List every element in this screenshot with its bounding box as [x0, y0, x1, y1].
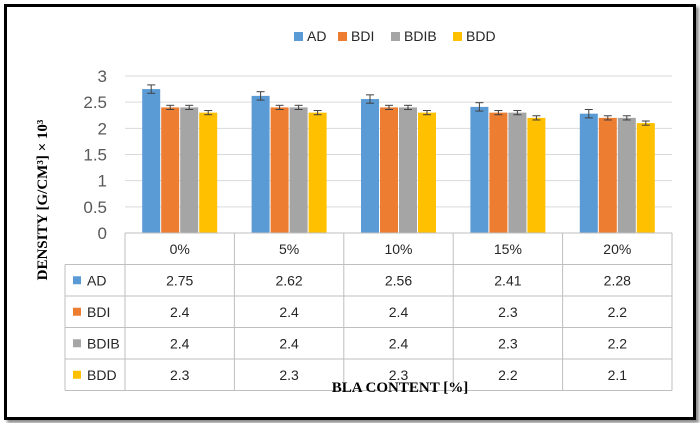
- error-bar: [513, 110, 522, 116]
- error-bar: [404, 104, 412, 110]
- error-bar: [313, 110, 322, 116]
- bar-bdib: [289, 107, 308, 233]
- bar-bdib: [617, 117, 636, 233]
- legend-label: AD: [307, 28, 326, 44]
- bar-bdd: [527, 117, 546, 233]
- bars: [142, 84, 655, 234]
- table-cell-value: 2.2: [608, 304, 628, 320]
- table-cell-value: 2.3: [389, 367, 409, 383]
- table-cell-value: 2.3: [170, 367, 190, 383]
- error-bar: [204, 110, 213, 116]
- error-bar: [385, 104, 393, 110]
- table-legend-key: [73, 339, 81, 348]
- data-table: 0% 5% 10% 15% 20% AD 2.75 2.62 2.56 2.41 2.28 BDI 2.…: [64, 232, 673, 391]
- y-tick-label: 1: [98, 172, 107, 191]
- error-bar: [256, 91, 265, 101]
- error-bar: [603, 115, 612, 121]
- bar-bdib: [399, 107, 417, 233]
- bar-ad: [361, 99, 379, 233]
- legend-key-bdd: [453, 32, 462, 41]
- legend-key-ad: [294, 32, 303, 41]
- table-cell-value: 2.75: [166, 272, 193, 288]
- bar-bdib: [508, 112, 527, 233]
- table-cell-value: 2.2: [608, 335, 628, 351]
- y-tick-label: 3: [98, 67, 107, 86]
- x-category-label: 15%: [494, 241, 522, 257]
- bar-bdd: [308, 112, 327, 233]
- bar-bdi: [380, 107, 398, 233]
- table-cell-value: 2.4: [170, 335, 190, 351]
- table-series-name: AD: [87, 272, 106, 288]
- bar-bdi: [161, 107, 180, 233]
- error-bar: [275, 104, 284, 110]
- table-cell-value: 2.3: [279, 367, 299, 383]
- legend-label: BDI: [351, 28, 374, 44]
- y-tick-label: 2.5: [83, 93, 107, 112]
- y-axis-ticks: 0 0.5 1 1.5 2 2.5 3: [83, 67, 107, 243]
- error-bar: [185, 104, 194, 110]
- legend: AD BDI BDIB BDD: [294, 28, 496, 44]
- legend-label: BDD: [466, 28, 496, 44]
- x-category-label: 20%: [603, 241, 631, 257]
- table-cell-value: 2.3: [498, 335, 518, 351]
- error-bar: [494, 110, 503, 116]
- legend-key-bdi: [338, 32, 347, 41]
- bar-bdib: [180, 107, 199, 233]
- error-bar: [294, 104, 303, 110]
- error-bar: [532, 115, 541, 121]
- y-tick-label: 0.5: [83, 198, 107, 217]
- error-bar: [423, 110, 431, 116]
- table-cell-value: 2.62: [275, 272, 302, 288]
- y-tick-label: 2: [98, 119, 107, 138]
- x-axis-label: BLA CONTENT [%]: [332, 380, 468, 396]
- bar-ad: [470, 106, 489, 233]
- error-bar: [641, 120, 650, 126]
- bar-bdi: [598, 117, 617, 233]
- error-bar: [147, 84, 156, 94]
- error-bar: [622, 115, 631, 121]
- table-cell-value: 2.4: [170, 304, 190, 320]
- table-cell-value: 2.4: [279, 304, 299, 320]
- bar-bdd: [418, 112, 436, 233]
- bar-bdd: [199, 112, 218, 233]
- table-series-name: BDI: [87, 304, 110, 320]
- bar-ad: [251, 95, 270, 234]
- table-legend-key: [73, 276, 81, 285]
- table-series-name: BDD: [87, 367, 117, 383]
- bar-bdd: [636, 123, 655, 233]
- x-category-label: 0%: [170, 241, 190, 257]
- table-cell-value: 2.3: [498, 304, 518, 320]
- table-cell-value: 2.4: [389, 335, 409, 351]
- table-cell-value: 2.1: [608, 367, 628, 383]
- legend-label: BDIB: [404, 28, 437, 44]
- table-cell-value: 2.4: [389, 304, 409, 320]
- error-bar: [475, 102, 484, 112]
- table-series-name: BDIB: [87, 335, 120, 351]
- table-legend-key: [73, 307, 81, 316]
- error-bar: [584, 108, 593, 119]
- bar-bdi: [489, 112, 508, 233]
- table-cell-value: 2.2: [498, 367, 518, 383]
- table-legend-key: [73, 370, 81, 379]
- error-bar: [166, 104, 175, 110]
- table-cell-value: 2.56: [385, 272, 412, 288]
- y-axis-label: DENSITY [G/CM³] × 10³: [35, 119, 51, 280]
- bar-ad: [142, 89, 161, 233]
- y-tick-label: 1.5: [83, 146, 107, 165]
- table-cell-value: 2.4: [279, 335, 299, 351]
- x-category-label: 5%: [279, 241, 299, 257]
- x-category-label: 10%: [384, 241, 412, 257]
- error-bar: [366, 94, 374, 104]
- table-cell-value: 2.28: [604, 272, 631, 288]
- table-cell-value: 2.41: [494, 272, 521, 288]
- y-tick-label: 0: [98, 224, 107, 243]
- bar-bdi: [270, 107, 289, 233]
- legend-key-bdib: [391, 32, 400, 41]
- bar-ad: [579, 113, 598, 233]
